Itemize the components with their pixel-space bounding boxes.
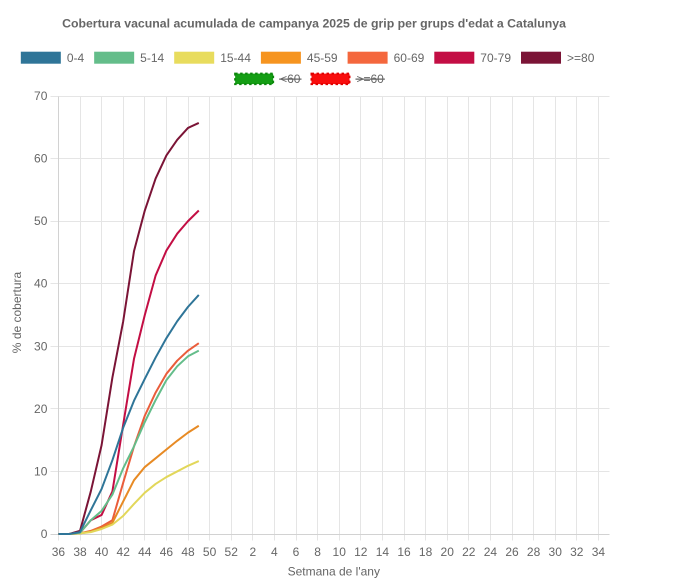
svg-text:6: 6 — [293, 545, 300, 559]
svg-text:8: 8 — [314, 545, 321, 559]
svg-text:30: 30 — [549, 545, 563, 559]
svg-text:0: 0 — [41, 527, 48, 541]
svg-text:50: 50 — [203, 545, 217, 559]
svg-text:18: 18 — [419, 545, 433, 559]
svg-text:20: 20 — [34, 402, 48, 416]
svg-text:4: 4 — [271, 545, 278, 559]
svg-text:15-44: 15-44 — [220, 51, 251, 65]
svg-text:50: 50 — [34, 214, 48, 228]
svg-text:46: 46 — [160, 545, 174, 559]
svg-text:16: 16 — [397, 545, 411, 559]
svg-text:38: 38 — [73, 545, 87, 559]
svg-text:48: 48 — [181, 545, 195, 559]
svg-text:42: 42 — [117, 545, 131, 559]
svg-text:12: 12 — [354, 545, 368, 559]
svg-text:% de cobertura: % de cobertura — [10, 271, 24, 353]
svg-text:70: 70 — [34, 89, 48, 103]
svg-text:20: 20 — [441, 545, 455, 559]
svg-text:14: 14 — [376, 545, 390, 559]
svg-text:Setmana de l'any: Setmana de l'any — [288, 565, 380, 579]
svg-text:40: 40 — [95, 545, 109, 559]
svg-text:5-14: 5-14 — [140, 51, 164, 65]
svg-text:22: 22 — [462, 545, 476, 559]
svg-text:60: 60 — [34, 152, 48, 166]
svg-text:52: 52 — [225, 545, 239, 559]
svg-text:0-4: 0-4 — [67, 51, 85, 65]
svg-text:2: 2 — [249, 545, 256, 559]
svg-text:60-69: 60-69 — [394, 51, 425, 65]
svg-text:44: 44 — [138, 545, 152, 559]
svg-text:Cobertura vacunal acumulada de: Cobertura vacunal acumulada de campanya … — [62, 17, 566, 31]
svg-text:30: 30 — [34, 339, 48, 353]
svg-text:34: 34 — [592, 545, 606, 559]
svg-text:45-59: 45-59 — [307, 51, 338, 65]
svg-text:>=80: >=80 — [567, 51, 595, 65]
svg-text:40: 40 — [34, 277, 48, 291]
svg-text:10: 10 — [34, 464, 48, 478]
svg-text:26: 26 — [505, 545, 519, 559]
svg-text:32: 32 — [570, 545, 584, 559]
svg-text:36: 36 — [52, 545, 66, 559]
svg-text:28: 28 — [527, 545, 541, 559]
svg-text:24: 24 — [484, 545, 498, 559]
svg-text:70-79: 70-79 — [480, 51, 511, 65]
svg-text:10: 10 — [333, 545, 347, 559]
